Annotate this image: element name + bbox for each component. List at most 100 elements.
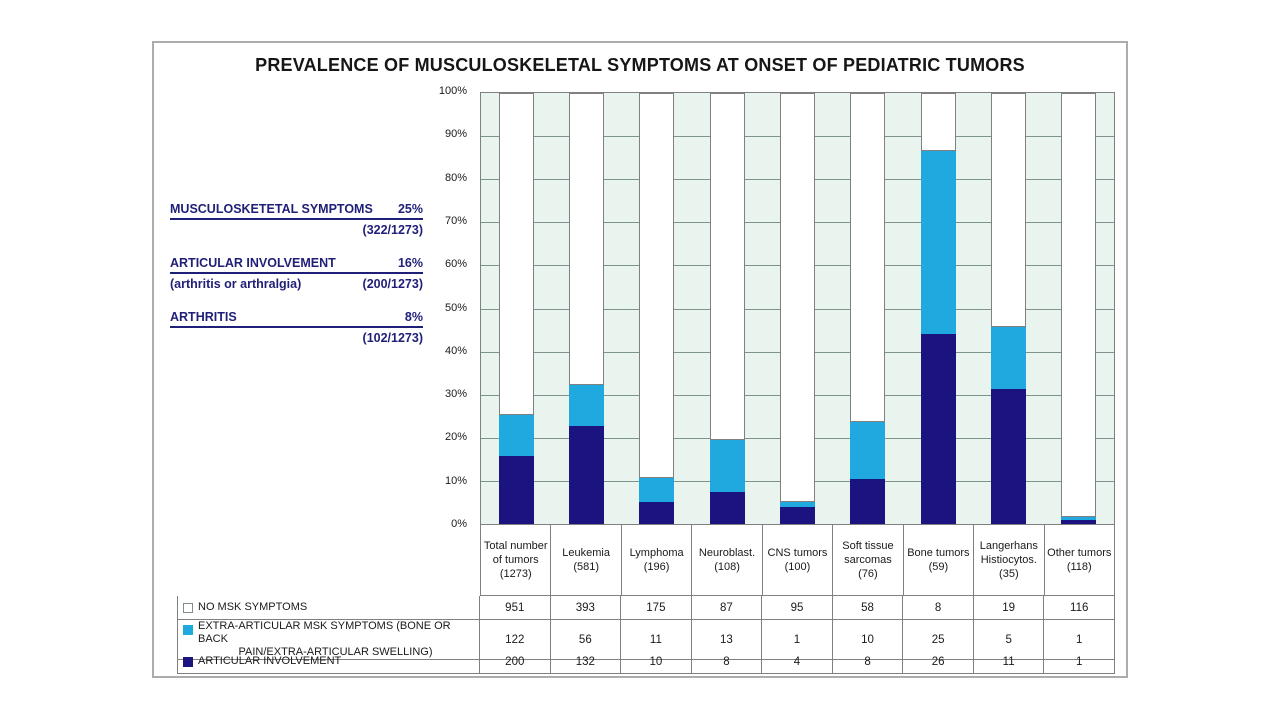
table-value-cell: 8 xyxy=(903,596,974,620)
bar-segment xyxy=(1061,93,1097,517)
bar-segment xyxy=(568,93,605,385)
table-value-cell: 95 xyxy=(762,596,833,620)
table-row: EXTRA-ARTICULAR MSK SYMPTOMS (BONE OR BA… xyxy=(177,620,1115,660)
bar-segment xyxy=(920,151,956,335)
category-label: Lymphoma (196) xyxy=(621,525,693,596)
y-axis-tick-label: 70% xyxy=(444,214,467,227)
bar-segment xyxy=(920,93,956,152)
bar-segment xyxy=(850,93,886,422)
legend-label: ARTICULAR INVOLVEMENT xyxy=(198,655,342,667)
bar-segment xyxy=(639,93,675,478)
bar-segment xyxy=(498,456,534,524)
legend-cell: ARTICULAR INVOLVEMENT xyxy=(178,650,480,674)
bar-segment xyxy=(1061,516,1097,521)
y-axis-tick-label: 100% xyxy=(438,85,467,97)
annotation-value: 25% xyxy=(397,202,423,216)
y-axis: 0% 10% 20% 30% 40% 50% 60% 70% 80% 90% 100% xyxy=(409,85,473,530)
category-label: Soft tissue sarcomas (76) xyxy=(833,525,904,596)
y-axis-tick-label: 0% xyxy=(451,518,467,530)
legend-swatch-icon xyxy=(183,625,193,635)
table-value-cell: 10 xyxy=(621,650,692,674)
category-label: CNS tumors (100) xyxy=(762,525,834,596)
bar-segment xyxy=(568,426,605,524)
table-value-cell: 175 xyxy=(621,596,692,620)
bar-segment xyxy=(498,93,534,415)
table-value-cell: 951 xyxy=(480,596,551,620)
table-value-cell: 5 xyxy=(973,620,1045,660)
bar-segment xyxy=(779,93,816,503)
table-value-cell: 200 xyxy=(480,650,551,674)
annotation-msk-symptoms: MUSCULOSKETETAL SYMPTOMS 25% (322/1273) xyxy=(170,201,423,238)
table-value-cell: 26 xyxy=(903,650,974,674)
y-axis-tick-label: 50% xyxy=(444,301,467,314)
table-value-cell: 10 xyxy=(832,620,904,660)
annotation-label: ARTHRITIS xyxy=(170,310,237,324)
y-axis-tick-label: 10% xyxy=(444,474,467,487)
table-value-cell: 8 xyxy=(691,650,763,674)
table-value-cell: 393 xyxy=(550,596,622,620)
category-axis: Total number of tumors (1273) Leukemia (5… xyxy=(480,525,1115,596)
bar-segment xyxy=(709,440,745,493)
annotation-value: 8% xyxy=(404,310,423,324)
table-value-cell: 11 xyxy=(973,650,1045,674)
legend-swatch-icon xyxy=(183,656,193,667)
data-table: NO MSK SYMPTOMS 951 393 175 87 95 58 8 19 116 EXTR… xyxy=(177,596,1115,674)
bar-segment xyxy=(639,477,675,503)
annotation-sub-value: (102/1273) xyxy=(362,331,423,345)
annotation-label: MUSCULOSKETETAL SYMPTOMS xyxy=(170,202,373,216)
table-value-cell: 1 xyxy=(1044,650,1115,674)
annotation-label: ARTICULAR INVOLVEMENT xyxy=(170,256,336,270)
bar-segment xyxy=(709,492,745,524)
table-value-cell: 13 xyxy=(691,620,763,660)
slide: PREVALENCE OF MUSCULOSKELETAL SYMPTOMS A… xyxy=(152,41,1128,678)
annotation-sub-label: (arthritis or arthralgia) xyxy=(170,277,302,291)
plot-area xyxy=(480,92,1115,525)
bar-segment xyxy=(990,93,1027,327)
legend-label: EXTRA-ARTICULAR MSK SYMPTOMS (BONE OR BA… xyxy=(198,620,451,645)
bar-segment xyxy=(850,478,886,524)
table-value-cell: 58 xyxy=(832,596,904,620)
bar-segment xyxy=(779,502,816,507)
annotation-articular-involvement: ARTICULAR INVOLVEMENT 16% (arthritis or … xyxy=(170,255,423,292)
table-value-cell: 4 xyxy=(762,650,833,674)
bar-segment xyxy=(639,502,675,524)
table-value-cell: 87 xyxy=(691,596,763,620)
annotation-sub-value: (200/1273) xyxy=(362,277,423,291)
annotation-value: 16% xyxy=(397,256,423,270)
y-axis-tick-label: 60% xyxy=(444,258,467,271)
y-axis-tick-label: 90% xyxy=(444,128,467,141)
bar-segment xyxy=(850,421,886,479)
bar-segment xyxy=(568,384,605,427)
table-row: ARTICULAR INVOLVEMENT 200 132 10 8 4 8 26 11 1 xyxy=(177,650,1115,674)
table-value-cell: 56 xyxy=(550,620,622,660)
table-value-cell: 122 xyxy=(480,620,551,660)
bar-segment xyxy=(779,506,816,524)
chart-title: PREVALENCE OF MUSCULOSKELETAL SYMPTOMS A… xyxy=(255,55,1025,75)
table-value-cell: 1 xyxy=(762,620,833,660)
annotation-arthritis: ARTHRITIS 8% (102/1273) xyxy=(170,309,423,346)
category-label: Other tumors (118) xyxy=(1044,525,1115,596)
y-axis-tick-label: 80% xyxy=(444,171,467,184)
table-value-cell: 116 xyxy=(1044,596,1115,620)
bar-segment xyxy=(1061,520,1097,524)
legend-label: NO MSK SYMPTOMS xyxy=(198,601,308,613)
category-label: Langerhans Histiocytos. (35) xyxy=(974,525,1045,596)
table-value-cell: 1 xyxy=(1044,620,1115,660)
table-value-cell: 132 xyxy=(550,650,622,674)
annotation-sub-value: (322/1273) xyxy=(362,223,423,237)
legend-swatch-icon xyxy=(183,602,193,613)
legend-label: PAIN/EXTRA-ARTICULAR SWELLING) xyxy=(238,646,433,658)
bar-segment xyxy=(498,415,534,457)
legend-cell: NO MSK SYMPTOMS xyxy=(178,596,480,620)
y-axis-tick-label: 30% xyxy=(444,388,467,401)
summary-annotations: MUSCULOSKETETAL SYMPTOMS 25% (322/1273) … xyxy=(170,201,423,363)
table-value-cell: 19 xyxy=(973,596,1045,620)
category-label: Bone tumors (59) xyxy=(903,525,975,596)
category-label: Neuroblast. (108) xyxy=(692,525,763,596)
table-value-cell: 8 xyxy=(832,650,904,674)
bar-segment xyxy=(920,334,956,524)
bar-segment xyxy=(990,388,1027,524)
legend-cell: EXTRA-ARTICULAR MSK SYMPTOMS (BONE OR BA… xyxy=(178,620,480,660)
category-label: Total number of tumors (1273) xyxy=(481,525,552,596)
table-value-cell: 25 xyxy=(903,620,974,660)
